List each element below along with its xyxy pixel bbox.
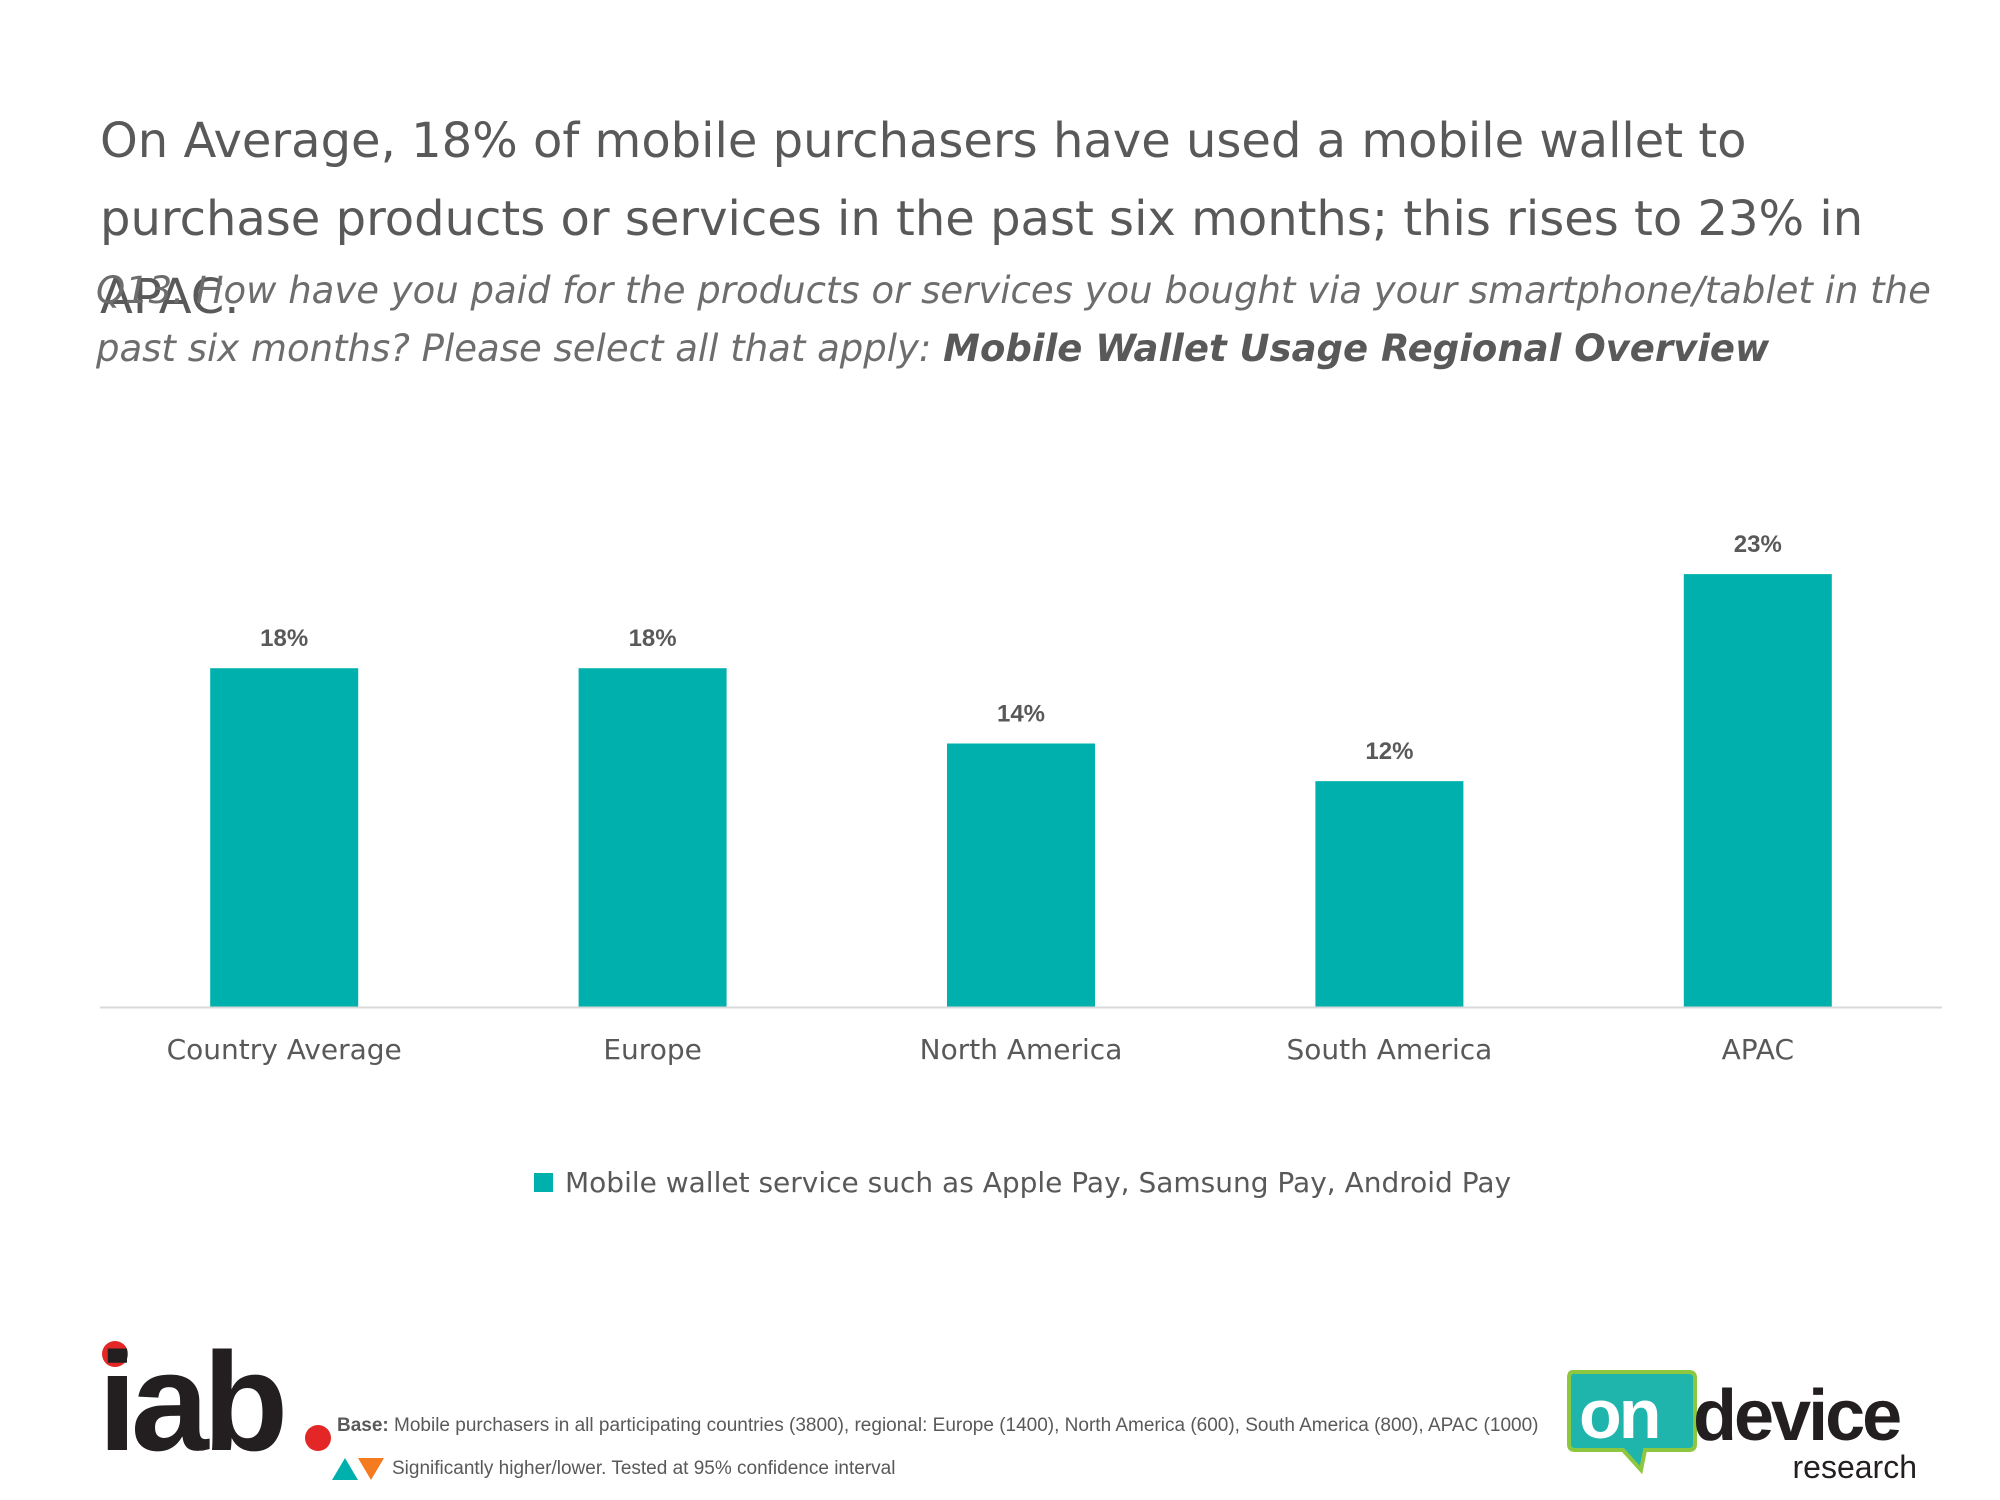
data-label: 18% (629, 625, 677, 652)
data-label: 14% (997, 701, 1045, 728)
x-tick-label: Europe (603, 1033, 701, 1066)
x-tick-label: South America (1287, 1033, 1493, 1066)
question-body: Q13. How have you paid for the products … (96, 269, 1931, 370)
triangle-up-icon (332, 1458, 358, 1480)
ondevice-device-text: device (1693, 1376, 1900, 1456)
legend: Mobile wallet service such as Apple Pay,… (534, 1166, 1511, 1199)
bar (947, 743, 1095, 1007)
ondevice-on-text: on (1579, 1375, 1659, 1453)
data-label: 12% (1365, 738, 1413, 765)
bar (1683, 574, 1832, 1007)
iab-dot-red-top (102, 1341, 128, 1367)
base-label: Base: (337, 1415, 389, 1436)
question-bold: Mobile Wallet Usage Regional Overview (943, 327, 1770, 370)
ondevice-bubble (1567, 1370, 1697, 1475)
question-text: Q13. How have you paid for the products … (96, 262, 1956, 378)
ondevice-research-text: research (1793, 1449, 1918, 1485)
bar-chart: 18% Country Average 18% Europe 14% North Amer… (100, 531, 1942, 1066)
bar (1315, 781, 1464, 1007)
triangle-down-icon (358, 1458, 384, 1480)
bar (210, 668, 359, 1007)
iab-logo: iab (102, 1340, 331, 1456)
page-title: On Average, 18% of mobile purchasers hav… (100, 113, 1864, 325)
data-label: 18% (260, 625, 308, 652)
significance-note: Significantly higher/lower. Tested at 95… (332, 1458, 895, 1480)
ondevice-research-logo: on device research (1567, 1370, 1918, 1485)
legend-swatch (534, 1173, 553, 1192)
data-label: 23% (1734, 531, 1782, 558)
legend-label: Mobile wallet service such as Apple Pay,… (565, 1166, 1512, 1199)
base-text: Mobile purchasers in all participating c… (388, 1415, 1539, 1436)
iab-logo-text: iab (102, 1340, 283, 1456)
x-tick-label: North America (920, 1033, 1123, 1066)
base-note: Base: Mobile purchasers in all participa… (337, 1415, 1538, 1437)
significance-text: Significantly higher/lower. Tested at 95… (392, 1458, 896, 1479)
x-tick-label: APAC (1722, 1033, 1794, 1066)
iab-dot-red-bottom (305, 1425, 331, 1451)
x-tick-label: Country Average (167, 1033, 402, 1066)
bar (578, 668, 727, 1007)
